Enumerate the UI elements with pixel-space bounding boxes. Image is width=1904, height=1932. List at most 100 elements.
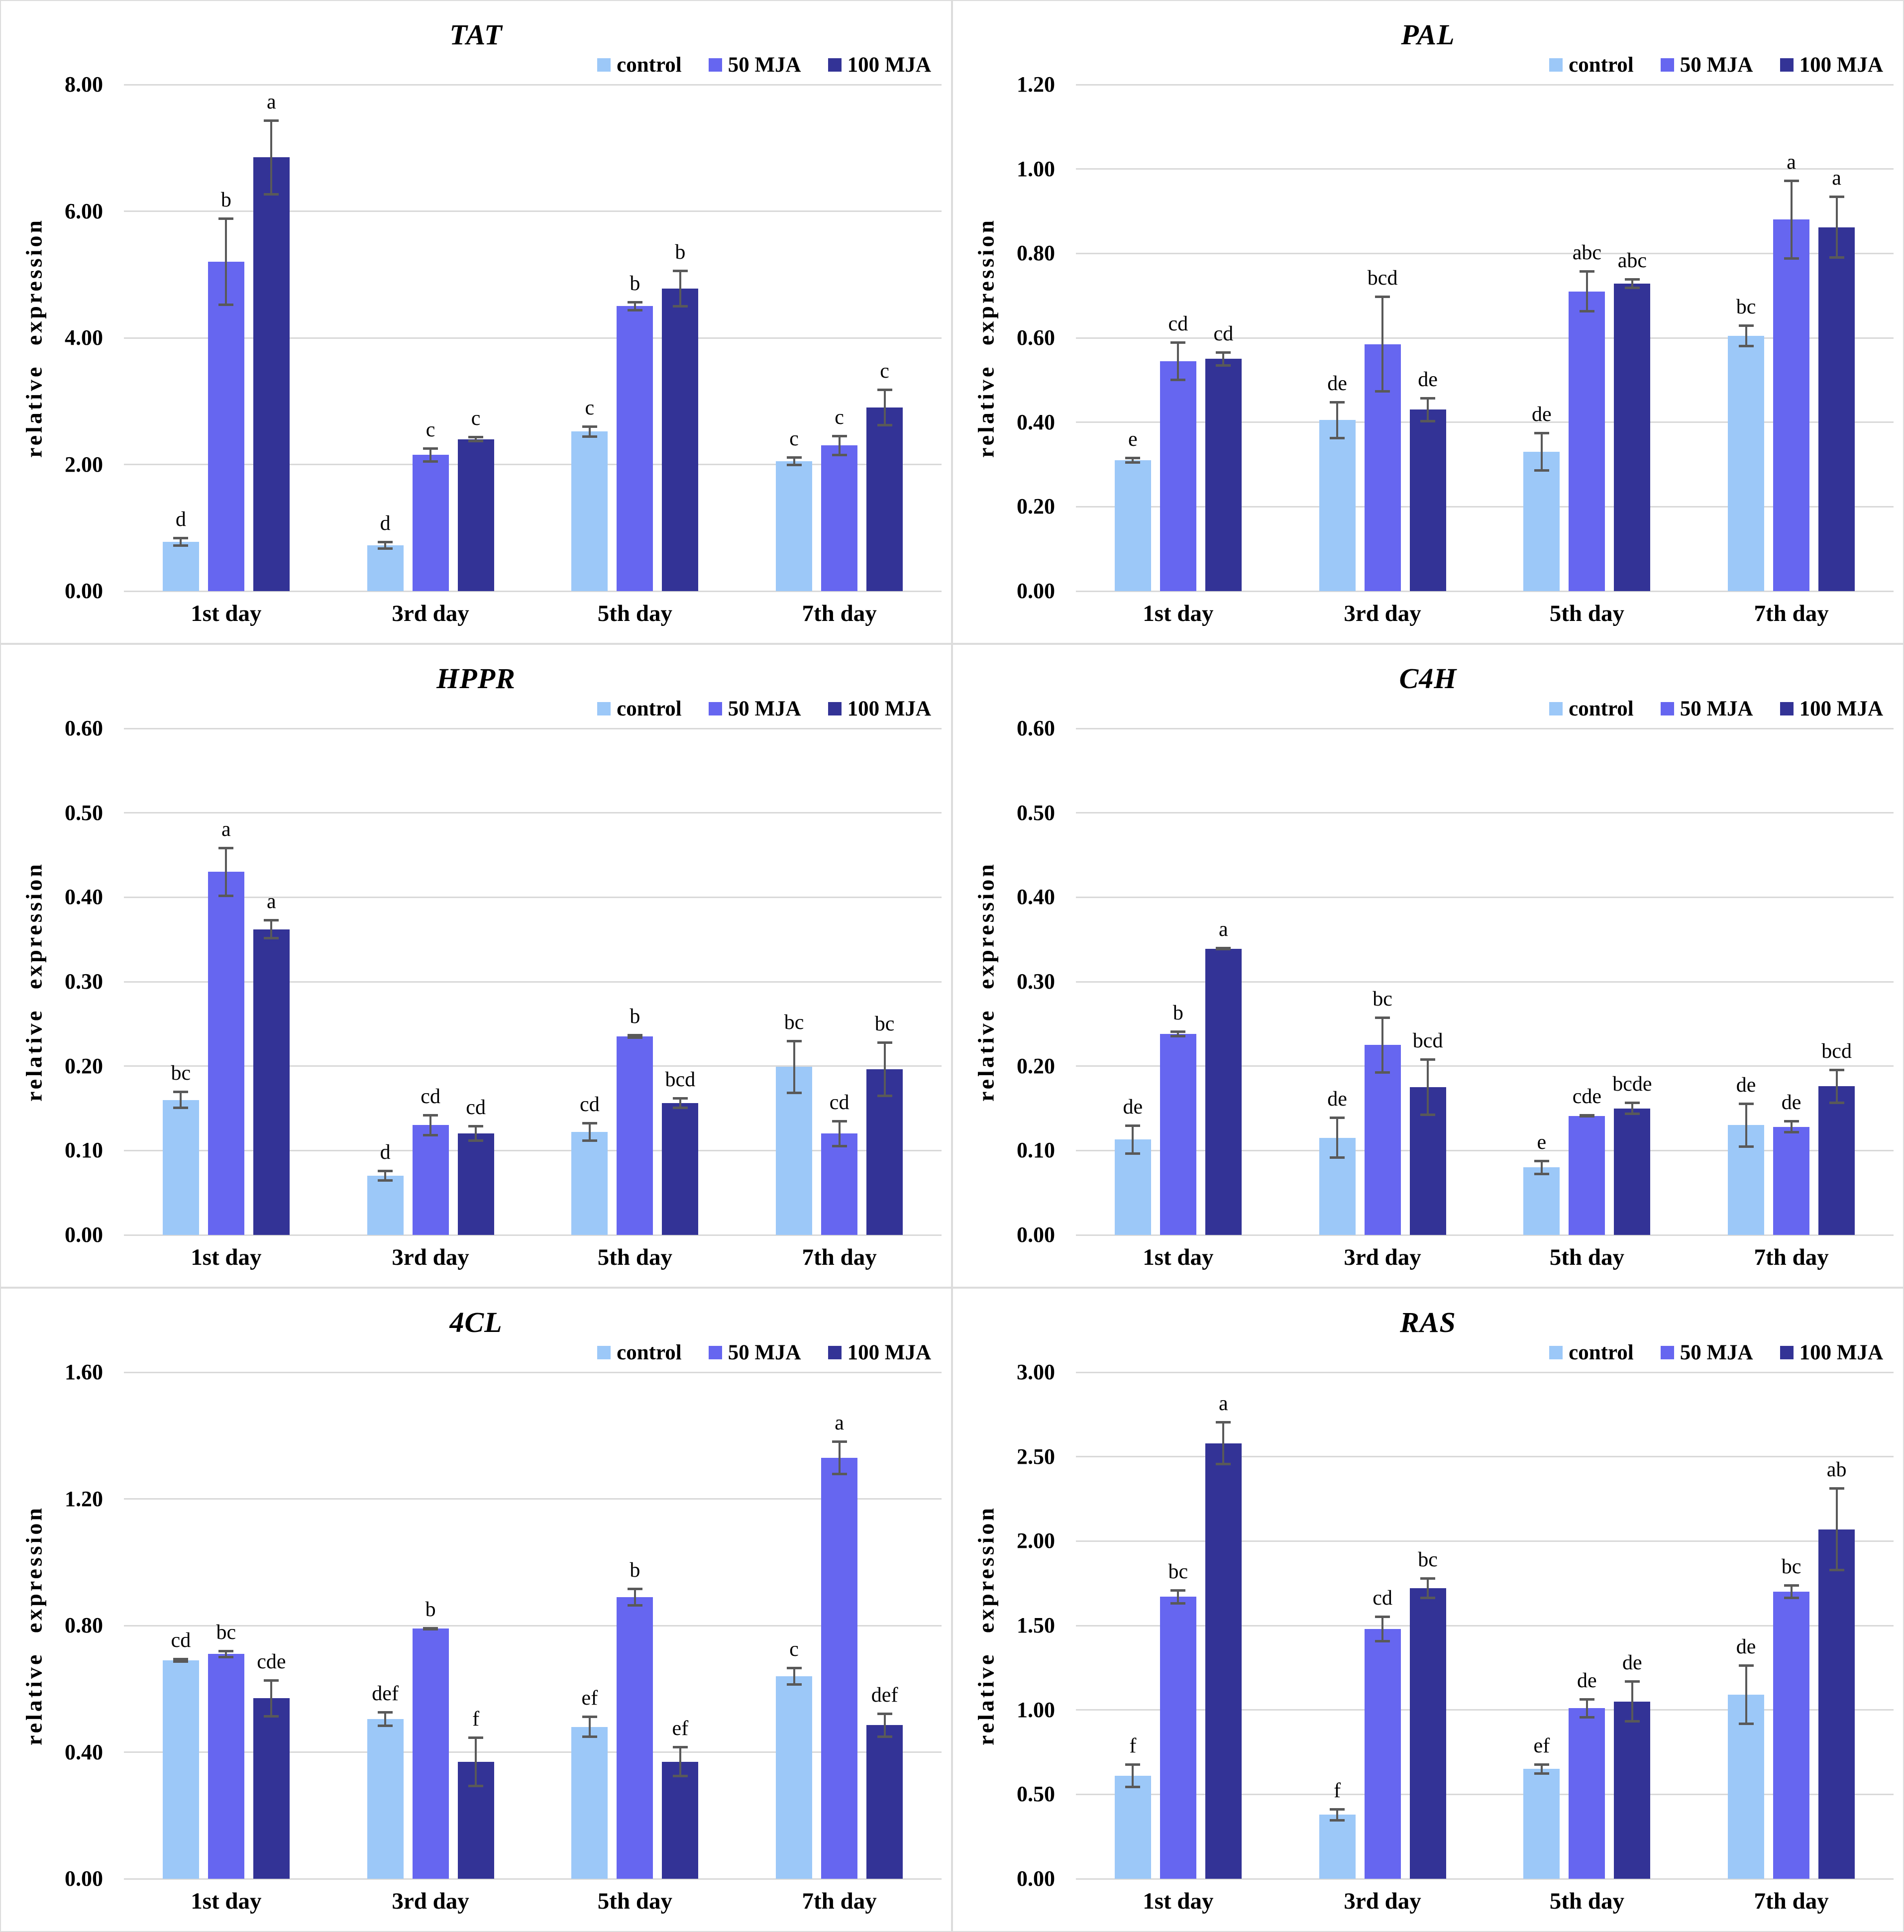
error-bar-cap-bottom <box>218 304 234 306</box>
error-bar <box>627 1587 642 1607</box>
error-bar-cap-top <box>832 1440 847 1443</box>
error-bar-line <box>1835 1487 1838 1572</box>
gridline <box>1076 252 1894 254</box>
error-bar-cap-bottom <box>1829 1102 1844 1105</box>
legend-swatch-control <box>1549 1346 1563 1359</box>
category-group: de b a <box>1076 728 1280 1235</box>
error-bar-cap-bottom <box>173 544 189 547</box>
chart-title: C4H <box>1399 662 1457 695</box>
error-bar-cap-bottom <box>378 1179 393 1182</box>
significance-letter: a <box>835 1411 844 1434</box>
bar-control-7th-day: bc <box>776 1012 813 1235</box>
error-bar-line <box>384 1711 387 1727</box>
gridline <box>124 896 942 898</box>
error-bar-cap-top <box>877 388 892 391</box>
significance-letter: c <box>585 396 595 419</box>
error-bar-cap-top <box>627 1034 642 1037</box>
error-bar-cap-bottom <box>1579 1115 1594 1118</box>
error-bar-cap-bottom <box>1216 364 1231 367</box>
error-bar-cap-bottom <box>1624 1113 1640 1116</box>
error-bar-cap-bottom <box>1170 378 1186 381</box>
error-bar <box>1420 1577 1436 1600</box>
error-bar-line <box>883 1041 886 1098</box>
error-bar-cap-bottom <box>378 1724 393 1727</box>
significance-letter: de <box>1736 1073 1756 1097</box>
error-bar-cap-bottom <box>468 439 484 442</box>
significance-letter: de <box>1327 1088 1347 1111</box>
significance-letter: ab <box>1826 1458 1847 1481</box>
gridline <box>1076 168 1894 170</box>
significance-letter: e <box>1128 428 1138 451</box>
error-bar-cap-bottom <box>468 1784 484 1787</box>
significance-letter: b <box>220 189 231 212</box>
error-bar-cap-top <box>627 1587 642 1590</box>
bar-mja50-7th-day: cd <box>821 1092 858 1235</box>
category-group: d b a <box>124 85 328 591</box>
significance-letter: de <box>1577 1669 1597 1692</box>
error-bar-cap-top <box>832 1120 847 1123</box>
error-bar-cap-top <box>1738 324 1754 327</box>
category-group: bc a a <box>1689 85 1894 591</box>
legend-label: control <box>1569 53 1634 77</box>
error-bar <box>672 1745 688 1778</box>
bar-mja50-5th-day: de <box>1569 1670 1605 1879</box>
chart-title: 4CL <box>449 1306 503 1338</box>
error-bar <box>1125 1763 1141 1789</box>
x-tick-label: 7th day <box>1754 1244 1829 1270</box>
error-bar <box>1170 1589 1186 1605</box>
significance-letter: bc <box>1418 1548 1438 1572</box>
bar-mja100-3rd-day: f <box>457 1709 494 1879</box>
x-tick-label: 1st day <box>191 1244 262 1270</box>
error-bar-cap-bottom <box>1624 1720 1640 1723</box>
bar-mja100-5th-day: bcde <box>1612 1074 1652 1235</box>
error-bar-cap-top <box>1330 1808 1345 1811</box>
error-bar-cap-bottom <box>264 1715 279 1718</box>
bar-mja100-3rd-day: de <box>1409 369 1446 591</box>
y-tick-label: 0.00 <box>65 1866 103 1891</box>
significance-letter: bc <box>1781 1555 1801 1578</box>
significance-letter: c <box>471 407 481 430</box>
error-bar-cap-top <box>1170 1589 1186 1592</box>
gridline <box>124 812 942 814</box>
error-bar-cap-top <box>1829 1487 1844 1490</box>
x-tick-label: 1st day <box>1143 601 1214 626</box>
x-tick-label: 5th day <box>597 601 672 626</box>
error-bar-cap-bottom <box>1784 257 1799 260</box>
error-bar-cap-top <box>1125 1124 1141 1127</box>
error-bar-line <box>679 1745 681 1778</box>
gridline <box>124 981 942 983</box>
error-bar-cap-top <box>378 1711 393 1714</box>
gridline <box>124 1065 942 1067</box>
y-tick-label: 0.20 <box>1017 1053 1055 1078</box>
plot-area: 0.00 0.40 0.80 1.20 1.60 cd bc cde def b f ef b ef c a d… <box>65 1360 942 1891</box>
error-bar-cap-top <box>468 1125 484 1128</box>
significance-letter: bcd <box>1821 1039 1852 1063</box>
error-bar-line <box>838 434 841 456</box>
significance-letter: cd <box>421 1085 440 1109</box>
error-bar-cap-bottom <box>1784 1131 1799 1134</box>
significance-letter: a <box>1219 1392 1228 1416</box>
error-bar-line <box>883 388 886 427</box>
x-tick-label: 3rd day <box>392 601 469 626</box>
y-tick-label: 0.00 <box>1017 1222 1055 1247</box>
chart-panel-4cl: 4CL control 50 MJA 100 MJA relative expres… <box>0 1288 952 1932</box>
error-bar-cap-top <box>1330 401 1345 404</box>
gridline <box>1076 506 1894 508</box>
error-bar-line <box>1427 397 1429 422</box>
gridline <box>1076 1065 1894 1067</box>
significance-letter: e <box>1537 1131 1547 1154</box>
error-bar-cap-bottom <box>582 1735 597 1738</box>
legend-swatch-mja50 <box>708 702 722 715</box>
x-axis-labels: 1st day 3rd day 5th day 7th day <box>124 1888 942 1915</box>
error-bar-cap-top <box>1829 196 1844 199</box>
y-tick-label: 0.50 <box>65 800 103 825</box>
error-bar-cap-bottom <box>1738 1723 1754 1726</box>
category-group: de de bcd <box>1689 728 1894 1235</box>
error-bar-line <box>679 1097 681 1110</box>
bar-control-7th-day: c <box>776 428 813 591</box>
bar-control-1st-day: d <box>162 509 199 591</box>
error-bar <box>468 1125 484 1142</box>
legend-label: 100 MJA <box>1799 53 1883 77</box>
x-axis-labels: 1st day 3rd day 5th day 7th day <box>1076 600 1894 627</box>
y-tick-label: 0.80 <box>1017 241 1055 266</box>
